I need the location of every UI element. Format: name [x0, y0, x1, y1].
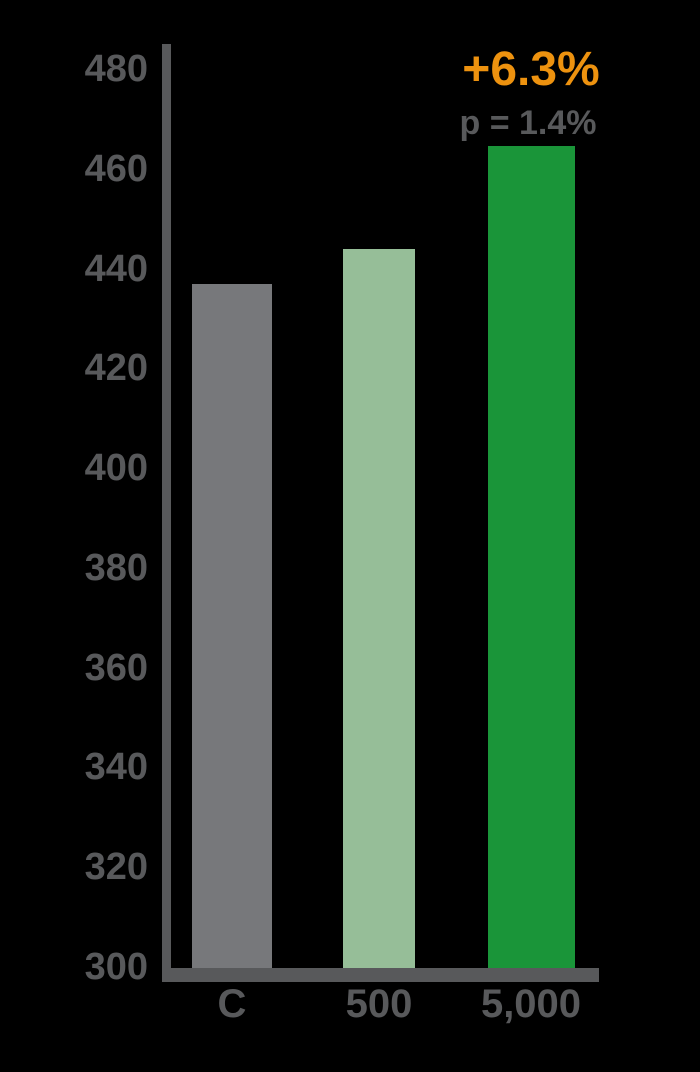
x-axis-label-C: C: [217, 982, 247, 1026]
y-tick-label: 420: [84, 347, 148, 390]
y-tick-label: 460: [84, 147, 148, 190]
y-tick-label: 300: [84, 946, 148, 988]
bar-C: [192, 283, 272, 968]
y-tick-label: 400: [84, 447, 148, 490]
y-tick-label: 320: [84, 846, 148, 889]
p-value-annotation: p = 1.4%: [459, 104, 597, 142]
y-tick-label: 360: [84, 646, 148, 689]
percent-change-annotation: +6.3%: [462, 43, 600, 96]
y-tick-label: 440: [84, 247, 148, 290]
bar-5,000: [487, 146, 575, 968]
y-tick-label: 340: [84, 746, 148, 789]
x-axis-line: [162, 968, 599, 982]
y-tick-label: 480: [84, 48, 148, 90]
y-tick-label: 380: [84, 546, 148, 589]
y-axis-line: [162, 44, 171, 982]
x-axis-label-5,000: 5,000: [480, 982, 582, 1026]
bar-500: [343, 248, 415, 968]
x-axis-label-500: 500: [345, 982, 413, 1026]
